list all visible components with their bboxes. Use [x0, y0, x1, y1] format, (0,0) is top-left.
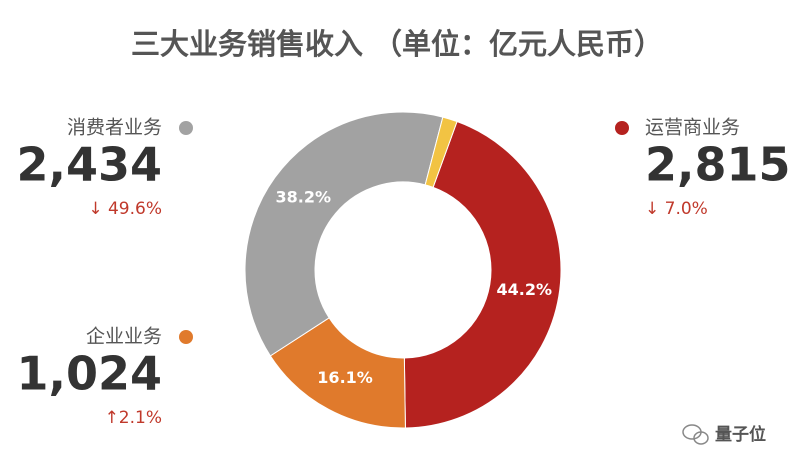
revenue-value: 2,434: [16, 138, 162, 192]
chart-title: 三大业务销售收入 （单位：亿元人民币）: [131, 27, 663, 61]
slice-label: 44.2%: [497, 280, 553, 299]
watermark: 量子位: [715, 424, 766, 445]
legend-label: 消费者业务: [67, 117, 162, 139]
slice: [244, 111, 444, 357]
change-label: ↓ 7.0%: [645, 199, 708, 219]
slice-label: 16.1%: [317, 368, 373, 387]
watermark-icon: [682, 424, 709, 445]
slice: [403, 120, 562, 429]
revenue-value: 2,815: [645, 138, 791, 192]
legend-label: 运营商业务: [645, 117, 740, 139]
legend-label: 企业业务: [86, 326, 162, 348]
slice-label: 38.2%: [276, 187, 332, 206]
change-label: ↑2.1%: [105, 408, 162, 428]
change-label: ↓ 49.6%: [88, 199, 162, 219]
revenue-value: 1,024: [16, 347, 162, 401]
legend-marker: [615, 121, 629, 135]
legend-marker: [179, 330, 193, 344]
legend-marker: [179, 121, 193, 135]
slice: [424, 116, 458, 188]
